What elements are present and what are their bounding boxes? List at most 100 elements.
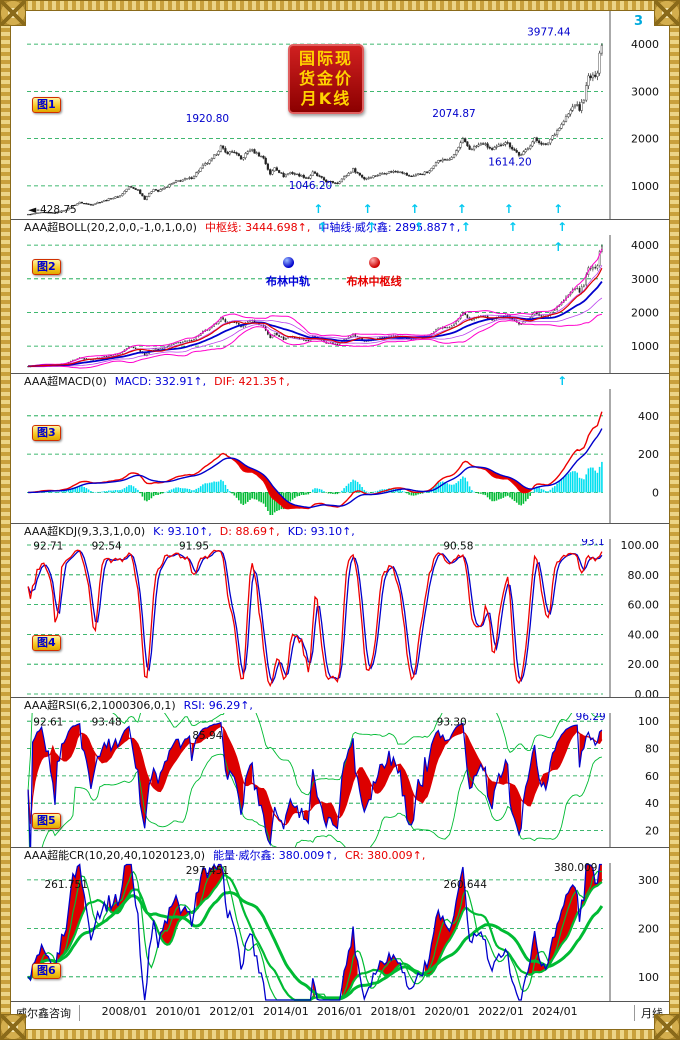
svg-text:261.751: 261.751 [44, 879, 87, 891]
date-label: 2014/01 [263, 1005, 309, 1018]
signal-arrow-icon: ↑ [507, 220, 518, 234]
signal-arrow-icon: ↑ [460, 220, 471, 234]
legend-boll-mid: 布林中轨 [245, 257, 331, 289]
svg-text:20: 20 [645, 825, 659, 838]
svg-text:0.00: 0.00 [635, 688, 660, 697]
figure-4-badge: 图4 [32, 635, 61, 651]
cr-value: CR: 380.009↑, [344, 849, 426, 862]
kdj-indicator-name: AAA超KDJ(9,3,3,1,0,0) [24, 525, 146, 538]
svg-text:80.00: 80.00 [628, 569, 660, 582]
svg-text:93.30: 93.30 [437, 716, 467, 728]
blue-sphere-icon [282, 257, 294, 268]
svg-text:◄-428.75: ◄-428.75 [28, 204, 77, 216]
legend-label-pivot: 布林中枢线 [346, 275, 402, 288]
svg-text:93.1: 93.1 [581, 539, 604, 548]
svg-text:20.00: 20.00 [628, 658, 660, 671]
svg-text:4000: 4000 [631, 239, 659, 252]
svg-text:0: 0 [652, 486, 659, 499]
svg-text:40: 40 [645, 797, 659, 810]
boll-mid-line-value: 中枢线: 3444.698↑, [204, 221, 311, 234]
kdj-chart[interactable]: 0.00 20.00 40.00 60.00 80.00 100.00 92.71 92.54… [11, 539, 669, 697]
kdj-header: AAA超KDJ(9,3,3,1,0,0) K: 93.10↑, D: 88.69… [11, 523, 669, 539]
signal-arrow-icon: ↑ [366, 220, 377, 234]
svg-text:2000: 2000 [631, 133, 659, 146]
rsi-indicator-name: AAA超RSI(6,2,1000306,0,1) [24, 699, 176, 712]
date-label: 2008/01 [101, 1005, 148, 1018]
svg-text:80: 80 [645, 743, 659, 756]
date-label: 2010/01 [155, 1005, 202, 1018]
boll-indicator-name: AAA超BOLL(20,2,0,0,-1,0,1,0,0) [24, 221, 197, 234]
frame-edge-bottom [0, 1029, 680, 1040]
signal-arrow-icon: ↑ [413, 220, 424, 234]
svg-text:↑: ↑ [553, 240, 563, 254]
figure-2-badge: 图2 [32, 259, 61, 275]
d-value: D: 88.69↑, [219, 525, 280, 538]
panel-cr: 100 200 300 261.751 297.451 260.644 380.009 图6 [11, 863, 669, 1001]
panel-rsi: 20 40 60 80 100 92.61 93.48 85.94 93.30 96.29 图5 [11, 713, 669, 847]
svg-text:100: 100 [638, 971, 659, 984]
svg-text:4000: 4000 [631, 38, 659, 51]
frame-edge-right [669, 0, 680, 1040]
cr-header: AAA超能CR(10,20,40,1020123,0) 能量·威尔鑫: 380.… [11, 847, 669, 863]
svg-text:380.009: 380.009 [554, 863, 597, 874]
macd-chart[interactable]: 0 200 400 [11, 389, 669, 523]
signal-arrow-icon: ↑ [557, 374, 568, 388]
legend-label-mid: 布林中轨 [266, 275, 310, 288]
period-label: 月线 [634, 1005, 663, 1021]
rsi-value: RSI: 96.29↑, [183, 699, 253, 712]
svg-text:200: 200 [638, 448, 659, 461]
svg-text:40.00: 40.00 [628, 628, 660, 641]
k-value: K: 93.10↑, [153, 525, 212, 538]
kd-value: KD: 93.10↑, [287, 525, 355, 538]
signal-arrow-icon: ↑ [317, 220, 328, 234]
svg-text:90.58: 90.58 [443, 540, 473, 552]
svg-text:92.71: 92.71 [33, 540, 63, 552]
title-line-1: 国际现 [299, 49, 354, 68]
cr-chart[interactable]: 100 200 300 261.751 297.451 260.644 380.009 [11, 863, 669, 1001]
price-candlestick-chart[interactable]: 1000 2000 3000 4000 1920.80 1046.20 2074.87 161… [11, 11, 669, 219]
frame-edge-left [0, 0, 11, 1040]
svg-text:3977.44: 3977.44 [527, 27, 571, 39]
chart-area: 1000 2000 3000 4000 1920.80 1046.20 2074.87 161… [11, 11, 669, 1029]
signal-arrow-icon: ↑ [557, 220, 568, 234]
svg-text:2000: 2000 [631, 306, 659, 319]
svg-text:200: 200 [638, 922, 659, 935]
macd-indicator-name: AAA超MACD(0) [24, 375, 107, 388]
svg-text:↑: ↑ [504, 202, 514, 216]
svg-text:100: 100 [638, 715, 659, 728]
red-sphere-icon [368, 257, 380, 268]
svg-text:60: 60 [645, 770, 659, 783]
svg-text:↑: ↑ [457, 202, 467, 216]
energy-value: 能量·威尔鑫: 380.009↑, [213, 849, 337, 862]
svg-text:↑: ↑ [410, 202, 420, 216]
figure-1-badge: 图1 [32, 97, 61, 113]
rsi-chart[interactable]: 20 40 60 80 100 92.61 93.48 85.94 93.30 96.29 [11, 713, 669, 847]
panel-boll: 1000 2000 3000 4000 ↑ 图2 布林中轨 布林中枢线 [11, 235, 669, 373]
brand-label: 威尔鑫咨询 [16, 1005, 80, 1021]
panel-macd: 0 200 400 图3 [11, 389, 669, 523]
macd-header: AAA超MACD(0) MACD: 332.91↑, DIF: 421.35↑,… [11, 373, 669, 389]
svg-text:3000: 3000 [631, 85, 659, 98]
svg-text:96.29: 96.29 [576, 713, 606, 723]
date-label: 2012/01 [209, 1005, 255, 1018]
svg-text:1000: 1000 [631, 180, 659, 193]
macd-value: MACD: 332.91↑, [114, 375, 207, 388]
svg-text:60.00: 60.00 [628, 599, 660, 612]
rsi-header: AAA超RSI(6,2,1000306,0,1) RSI: 96.29↑, [11, 697, 669, 713]
title-line-3: 月K线 [300, 89, 352, 108]
cr-indicator-name: AAA超能CR(10,20,40,1020123,0) [24, 849, 206, 862]
svg-text:↑: ↑ [363, 202, 373, 216]
svg-text:92.54: 92.54 [92, 540, 122, 552]
svg-text:2074.87: 2074.87 [432, 108, 475, 120]
dif-value: DIF: 421.35↑, [214, 375, 290, 388]
svg-text:1000: 1000 [631, 340, 659, 353]
svg-text:92.61: 92.61 [33, 716, 63, 728]
boll-chart[interactable]: 1000 2000 3000 4000 ↑ [11, 235, 669, 373]
svg-text:85.94: 85.94 [192, 730, 222, 742]
legend-boll-pivot: 布林中枢线 [331, 257, 417, 289]
svg-text:1046.20: 1046.20 [289, 180, 332, 192]
date-label: 2024/01 [531, 1005, 578, 1018]
svg-text:3000: 3000 [631, 273, 659, 286]
panel-price: 1000 2000 3000 4000 1920.80 1046.20 2074.87 161… [11, 11, 669, 219]
title-line-2: 货金价 [299, 69, 354, 88]
